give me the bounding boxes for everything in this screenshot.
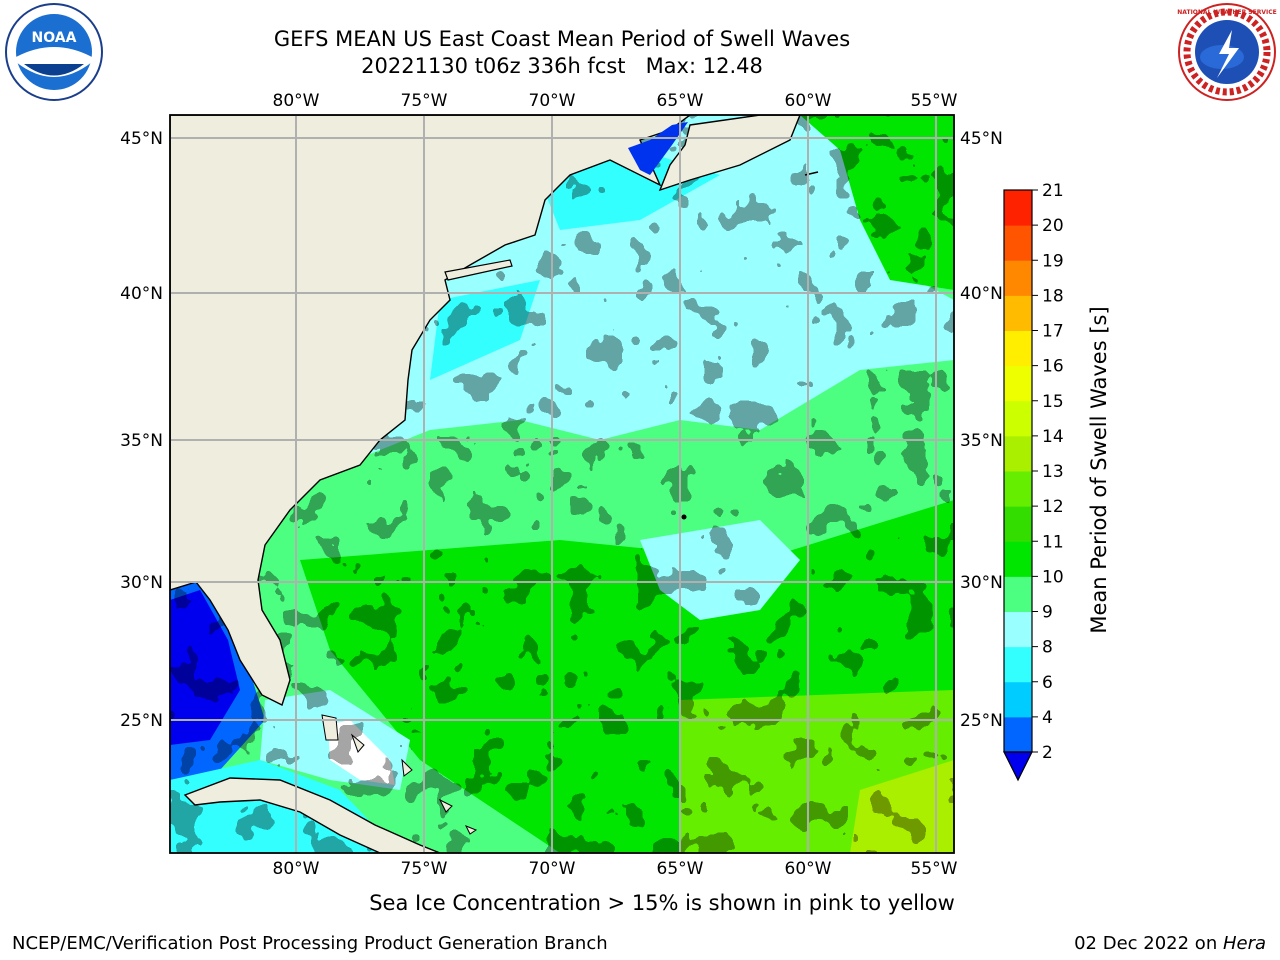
svg-text:NOAA: NOAA	[32, 30, 77, 46]
nova-scotia-land	[658, 115, 801, 192]
colorbar-swatch	[1004, 471, 1032, 507]
lon-label-top: 75°W	[401, 91, 448, 111]
bahamas-land-4	[438, 798, 453, 813]
colorbar-tick-label: 11	[1042, 532, 1064, 552]
colorbar-swatch	[1004, 260, 1032, 296]
lat-label-right: 40°N	[960, 284, 1003, 304]
map-plot-area	[170, 115, 954, 853]
colorbar-swatch	[1004, 435, 1032, 472]
footer-date: 02 Dec 2022 on Hera	[1074, 933, 1266, 954]
lat-label-left: 35°N	[120, 431, 163, 451]
lon-label-bottom: 80°W	[273, 859, 320, 879]
colorbar-tick-label: 2	[1042, 743, 1053, 763]
colorbar-swatch	[1004, 716, 1032, 753]
lat-label-left: 45°N	[120, 129, 163, 149]
colorbar-extend-arrow	[1003, 751, 1033, 782]
chart-title: GEFS MEAN US East Coast Mean Period of S…	[170, 26, 954, 80]
colorbar-tick-label: 21	[1042, 181, 1064, 201]
lat-labels-left: 45°N 40°N 35°N 30°N 25°N	[120, 129, 163, 731]
bay-of-fundy	[628, 122, 688, 175]
colorbar-swatch	[1004, 576, 1032, 612]
bahamas-land-3	[401, 758, 413, 777]
colorbar-tick-label: 15	[1042, 392, 1064, 412]
bermuda	[681, 514, 687, 520]
colorbar-tick-label: 4	[1042, 708, 1053, 728]
lat-label-right: 30°N	[960, 573, 1003, 593]
colorbar-swatch	[1004, 190, 1032, 226]
colorbar-swatch	[1004, 541, 1032, 577]
lon-label-bottom: 60°W	[785, 859, 832, 879]
bahamas-land-5	[464, 825, 478, 835]
lon-labels-top: 80°W 75°W 70°W 65°W 60°W 55°W	[273, 91, 958, 111]
lon-label-top: 55°W	[911, 91, 958, 111]
lon-label-bottom: 55°W	[911, 859, 958, 879]
colorbar-tick-label: 20	[1042, 216, 1064, 236]
sea-ice-note: Sea Ice Concentration > 15% is shown in …	[369, 891, 955, 915]
footer-host: Hera	[1222, 933, 1266, 954]
colorbar-swatch	[1004, 646, 1032, 683]
colorbar-swatch	[1004, 681, 1032, 718]
noaa-logo: NOAA	[5, 3, 103, 101]
colorbar-swatch	[1004, 400, 1032, 437]
colorbar-tick-label: 8	[1042, 638, 1053, 658]
lat-label-left: 40°N	[120, 284, 163, 304]
lon-label-bottom: 70°W	[529, 859, 576, 879]
colorbar-tick-label: 6	[1042, 673, 1053, 693]
nws-logo: NATIONAL WEATHER SERVICE	[1177, 3, 1277, 101]
lat-label-right: 25°N	[960, 711, 1003, 731]
colorbar-tick-label: 19	[1042, 251, 1064, 271]
lon-label-bottom: 75°W	[401, 859, 448, 879]
lat-label-right: 45°N	[960, 129, 1003, 149]
colorbar-tick-label: 16	[1042, 357, 1064, 377]
colorbar-tick-label: 13	[1042, 462, 1064, 482]
colorbar-swatch	[1004, 295, 1032, 331]
title-line-2: 20221130 t06z 336h fcst Max: 12.48	[361, 54, 763, 78]
colorbar-swatch	[1004, 506, 1032, 542]
colorbar-tick-label: 10	[1042, 567, 1064, 587]
colorbar-tick-label: 12	[1042, 497, 1064, 517]
bahamas-land-1	[321, 714, 339, 741]
svg-text:NATIONAL WEATHER SERVICE: NATIONAL WEATHER SERVICE	[1177, 9, 1276, 16]
colorbar: 2 4 6 8 9 10 11 12 13 14 15 16 17 18 19 20 21	[1003, 181, 1064, 782]
footer-credit: NCEP/EMC/Verification Post Processing Pr…	[12, 933, 608, 954]
lat-label-left: 25°N	[120, 711, 163, 731]
long-island-land	[444, 259, 513, 281]
colorbar-swatch	[1004, 611, 1032, 648]
colorbar-swatch	[1004, 330, 1032, 367]
lon-labels-bottom: 80°W 75°W 70°W 65°W 60°W 55°W	[273, 859, 958, 879]
colorbar-tick-label: 18	[1042, 286, 1064, 306]
cuba-land	[183, 777, 441, 853]
colorbar-tick-label: 17	[1042, 322, 1064, 342]
lon-label-top: 65°W	[657, 91, 704, 111]
lat-labels-right: 45°N 40°N 35°N 30°N 25°N	[960, 129, 1003, 731]
colorbar-tick-label: 14	[1042, 427, 1064, 447]
footer-date-text: 02 Dec 2022 on	[1074, 933, 1223, 954]
colorbar-label: Mean Period of Swell Waves [s]	[1087, 306, 1111, 633]
colorbar-swatch	[1004, 365, 1032, 402]
lon-label-top: 70°W	[529, 91, 576, 111]
north-america-land	[170, 115, 692, 706]
bahamas-land-2	[350, 733, 365, 753]
colorbar-tick-label: 9	[1042, 603, 1053, 623]
lon-label-top: 60°W	[785, 91, 832, 111]
title-line-1: GEFS MEAN US East Coast Mean Period of S…	[273, 27, 851, 51]
lon-label-top: 80°W	[273, 91, 320, 111]
lon-label-bottom: 65°W	[657, 859, 704, 879]
lat-label-right: 35°N	[960, 431, 1003, 451]
graticule	[170, 115, 954, 853]
lat-label-left: 30°N	[120, 573, 163, 593]
colorbar-swatch	[1004, 225, 1032, 261]
map-frame	[169, 114, 955, 854]
